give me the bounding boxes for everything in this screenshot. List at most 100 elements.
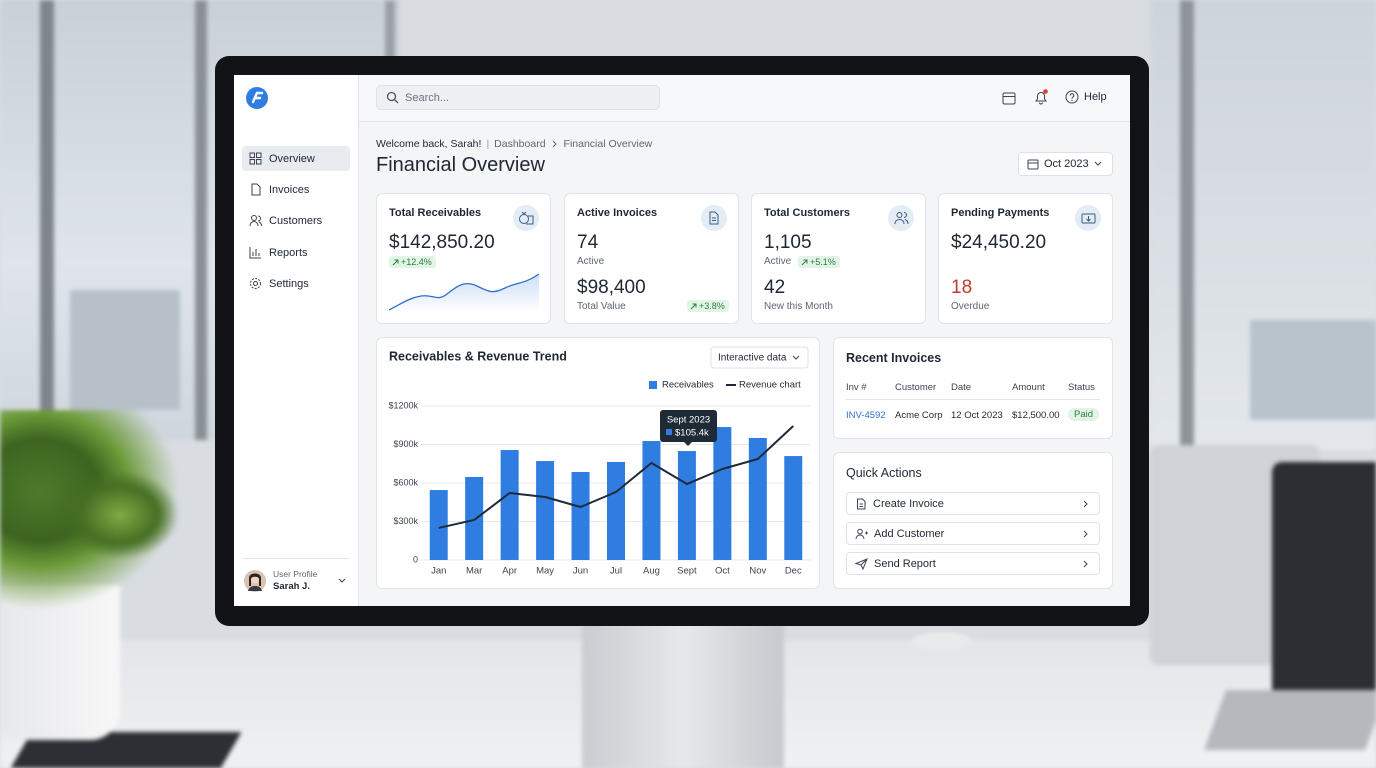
logo: [246, 87, 268, 109]
quick-action[interactable]: Add Customer: [846, 522, 1100, 545]
card-icon: [1075, 205, 1101, 231]
nav-label: Invoices: [269, 183, 310, 196]
column-header: Date: [951, 382, 972, 393]
action-label: Create Invoice: [873, 497, 944, 510]
sparkline: [389, 273, 540, 312]
y-tick-label: $600k: [393, 477, 418, 487]
quick-action[interactable]: Create Invoice: [846, 492, 1100, 515]
profile-name: Sarah J.: [273, 581, 310, 592]
notifications-button[interactable]: [1033, 89, 1049, 105]
chart-panel: Receivables & Revenue Trend Interactive …: [376, 337, 820, 589]
help-button[interactable]: Help: [1065, 90, 1107, 104]
nav-label: Reports: [269, 246, 308, 259]
x-tick-label: Nov: [749, 566, 766, 577]
bar: [429, 490, 448, 560]
x-tick-label: Apr: [502, 566, 517, 577]
laptop-screen: [1272, 462, 1376, 697]
card-value: 1,105: [764, 232, 812, 253]
divider: [242, 558, 350, 559]
kpi-card: Pending Payments $24,450.20 18 Overdue: [938, 193, 1113, 324]
tooltip-pointer: [684, 442, 692, 446]
bar: [642, 441, 661, 560]
date-filter[interactable]: Oct 2023: [1018, 152, 1113, 176]
change-badge: +3.8%: [687, 300, 729, 312]
column-header: Customer: [895, 382, 937, 393]
chart-title: Receivables & Revenue Trend: [389, 349, 567, 363]
kpi-card: Active Invoices 74 Active $98,400 Total …: [564, 193, 739, 324]
line: [438, 425, 794, 529]
bar: [500, 450, 519, 560]
avatar: [244, 570, 266, 592]
card-secondary: 42: [764, 277, 786, 298]
nav-item[interactable]: Settings: [242, 271, 350, 296]
plant-leaves: [60, 470, 180, 560]
search-box[interactable]: Search...: [376, 85, 660, 110]
x-tick-label: Mar: [466, 566, 482, 577]
calendar-button[interactable]: [1002, 91, 1016, 105]
mouse: [912, 632, 972, 650]
user-profile[interactable]: User Profile Sarah J.: [244, 568, 349, 596]
legend-swatch: [649, 381, 657, 389]
chart-dropdown[interactable]: Interactive data: [710, 346, 809, 369]
card-caption: Overdue: [951, 301, 990, 312]
invoice-cell: 12 Oct 2023: [951, 410, 1003, 421]
monitor-stand: [582, 620, 784, 768]
breadcrumb-current: Financial Overview: [563, 138, 653, 150]
bar: [465, 476, 484, 560]
action-label: Send Report: [874, 557, 936, 570]
chevron: [338, 578, 346, 583]
breadcrumb-chevron: [552, 140, 557, 148]
x-tick-label: Jan: [431, 566, 446, 577]
window-mullion: [195, 0, 207, 440]
help-label: Help: [1084, 91, 1107, 103]
breadcrumb-link[interactable]: Dashboard: [494, 138, 546, 150]
invoice-cell: Acme Corp: [895, 410, 943, 421]
legend-entry: Receivables: [649, 380, 714, 391]
column-header: Amount: [1012, 382, 1045, 393]
change-label: +5.1%: [810, 257, 836, 267]
y-tick-label: 0: [413, 554, 418, 564]
welcome-text: Welcome back, Sarah!: [376, 138, 482, 150]
invoice-link[interactable]: INV-4592: [846, 410, 886, 421]
nav-item[interactable]: Invoices: [242, 177, 350, 202]
card-icon: [888, 205, 914, 231]
recent-invoices-panel: Recent Invoices Inv # Customer Date Amou…: [833, 337, 1113, 439]
nav-label: Customers: [269, 214, 323, 227]
card-caption: Active: [764, 256, 792, 267]
tooltip-title: Sept 2023: [667, 415, 710, 426]
card-title: Total Receivables: [389, 207, 482, 219]
separator: |: [486, 138, 490, 150]
nav-item[interactable]: Customers: [242, 208, 350, 233]
profile-caption: User Profile: [273, 569, 318, 579]
kpi-card: Total Customers 1,105 Active +5.1% 42 Ne…: [751, 193, 926, 324]
dashboard-screen: Overview Invoices Customers Reports Sett…: [234, 75, 1130, 606]
window-mullion: [40, 0, 54, 440]
tooltip: Sept 2023 $105.4k: [660, 410, 717, 446]
nav-item[interactable]: Reports: [242, 240, 350, 265]
x-tick-label: Sept: [677, 566, 697, 577]
plant-pot: [0, 585, 120, 740]
nav-label: Settings: [269, 277, 309, 290]
nav-item[interactable]: Overview: [242, 146, 350, 171]
dropdown-label: Interactive data: [718, 353, 787, 364]
card-caption: New this Month: [764, 301, 833, 312]
change-label: +12.4%: [401, 257, 432, 267]
card-value: 74: [577, 232, 599, 253]
x-tick-label: Dec: [785, 566, 802, 577]
laptop-base: [1204, 690, 1376, 750]
card-secondary: $98,400: [577, 277, 646, 298]
x-tick-label: Jun: [573, 566, 588, 577]
column-header: Inv #: [846, 382, 867, 393]
page-title: Financial Overview: [376, 154, 545, 176]
y-tick-label: $1200k: [388, 400, 418, 410]
invoice-cell: $12,500.00: [1012, 410, 1060, 421]
quick-action[interactable]: Send Report: [846, 552, 1100, 575]
y-tick-label: $300k: [393, 516, 418, 526]
panel-title: Recent Invoices: [846, 351, 942, 365]
card-icon: [701, 205, 727, 231]
row-divider: [846, 399, 1100, 400]
bar: [713, 427, 732, 560]
tooltip-swatch: [666, 429, 672, 435]
column-header: Status: [1068, 382, 1095, 393]
